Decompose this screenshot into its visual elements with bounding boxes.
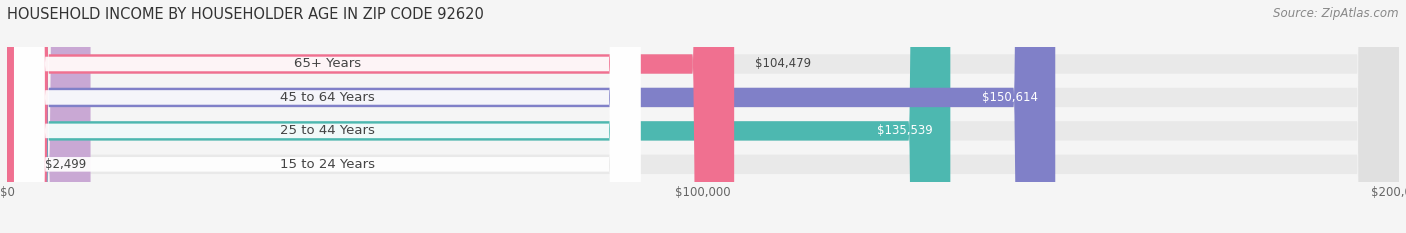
FancyBboxPatch shape [14,0,640,233]
Text: 45 to 64 Years: 45 to 64 Years [280,91,374,104]
FancyBboxPatch shape [7,0,90,233]
Text: $104,479: $104,479 [755,58,811,71]
Text: 65+ Years: 65+ Years [294,58,361,71]
FancyBboxPatch shape [7,0,950,233]
FancyBboxPatch shape [7,0,1399,233]
FancyBboxPatch shape [14,0,640,233]
Text: 25 to 44 Years: 25 to 44 Years [280,124,374,137]
FancyBboxPatch shape [14,0,640,233]
FancyBboxPatch shape [7,0,1399,233]
Text: HOUSEHOLD INCOME BY HOUSEHOLDER AGE IN ZIP CODE 92620: HOUSEHOLD INCOME BY HOUSEHOLDER AGE IN Z… [7,7,484,22]
Text: $135,539: $135,539 [877,124,934,137]
FancyBboxPatch shape [7,0,1399,233]
FancyBboxPatch shape [7,0,734,233]
Text: $2,499: $2,499 [45,158,87,171]
FancyBboxPatch shape [7,0,1056,233]
Text: $150,614: $150,614 [981,91,1038,104]
FancyBboxPatch shape [7,0,1399,233]
Text: Source: ZipAtlas.com: Source: ZipAtlas.com [1274,7,1399,20]
Text: 15 to 24 Years: 15 to 24 Years [280,158,374,171]
FancyBboxPatch shape [14,0,640,233]
